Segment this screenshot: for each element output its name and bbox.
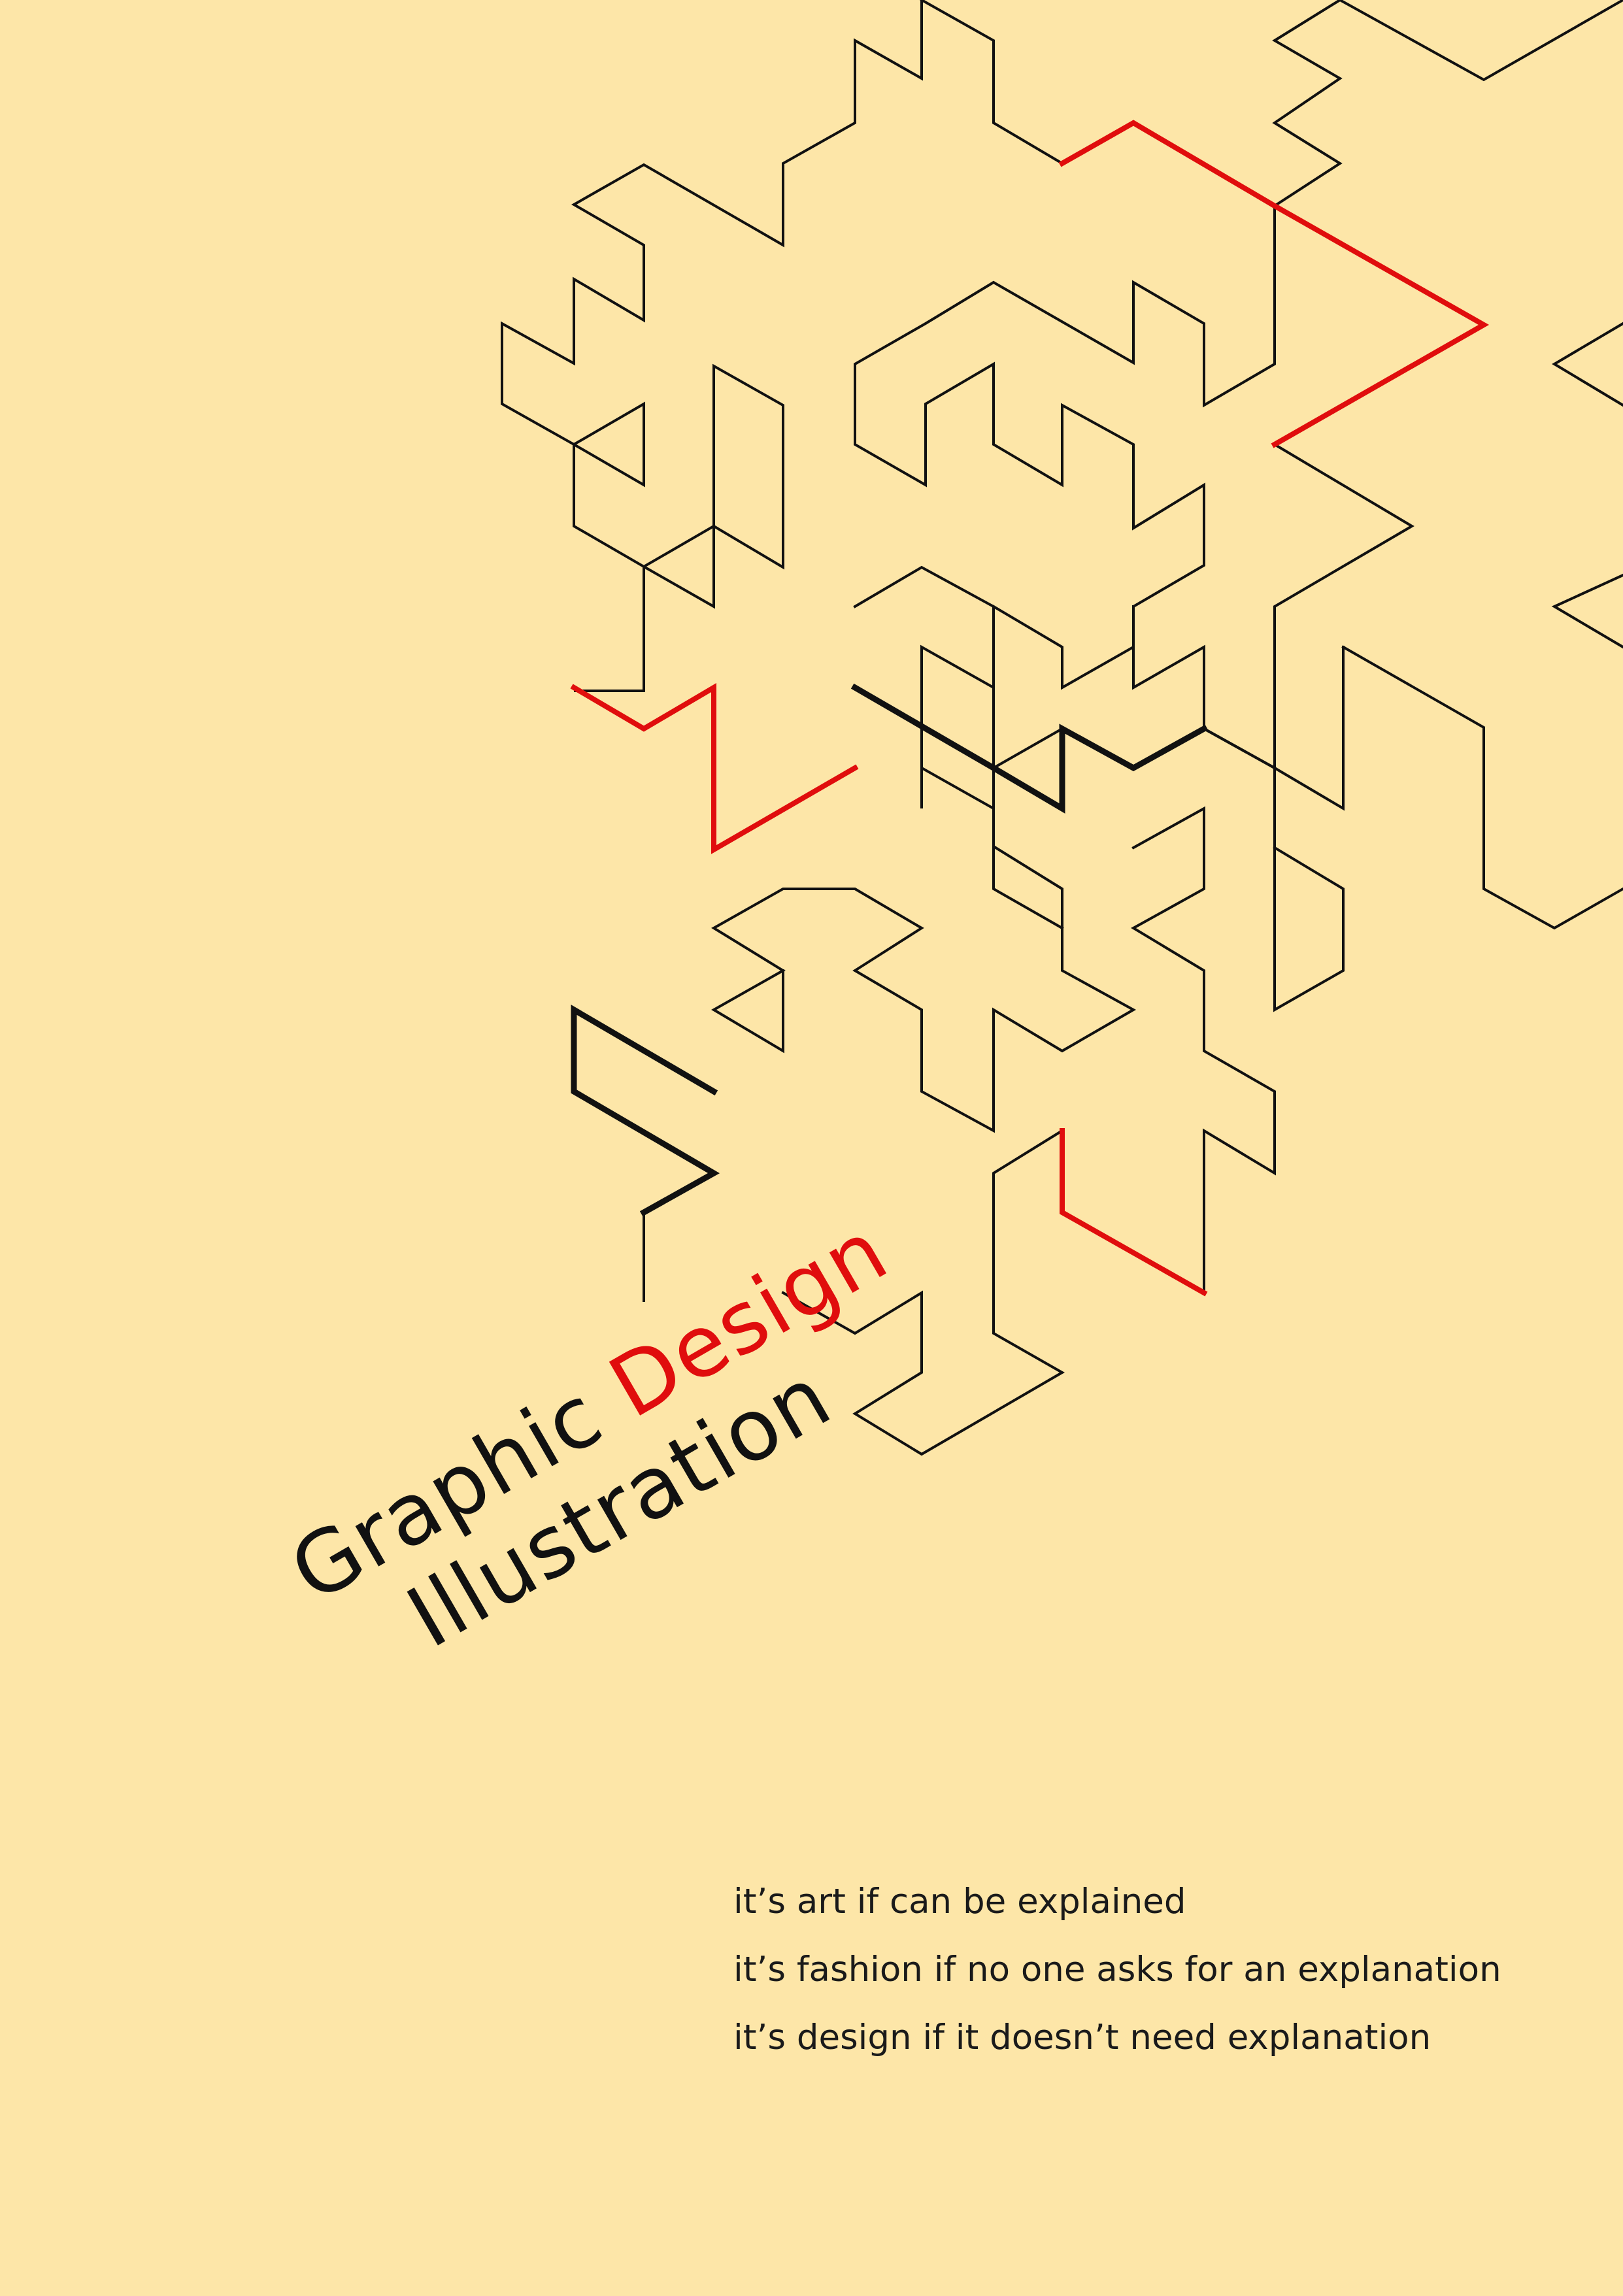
quote-line-art: it’s art if can be explained <box>733 1882 1186 1922</box>
maze-thin-segment <box>853 565 995 689</box>
maze-thin-segment <box>781 1129 1065 1456</box>
maze-red-segment <box>1060 1128 1208 1297</box>
maze-thin-segment <box>501 0 923 692</box>
maze-thin-segment <box>1273 846 1345 1012</box>
maze-thin-segment <box>1552 322 1623 407</box>
maze-thin-segment <box>920 0 1064 165</box>
maze-thin-segment <box>1551 573 1623 649</box>
maze-thin-segment <box>1131 806 1276 1294</box>
maze-red-segment <box>570 683 859 854</box>
maze-thin-segment <box>711 767 1137 1133</box>
maze-thin-segment <box>1202 727 1277 770</box>
quote-line-fashion: it’s fashion if no one asks for an expla… <box>733 1950 1501 1989</box>
quote-line-design: it’s design if it doesn’t need explanati… <box>733 2018 1431 2057</box>
maze-thin-segment <box>1338 0 1623 82</box>
maze-thin-segment <box>1341 645 1623 930</box>
maze-red-paths <box>570 120 1490 1297</box>
quote-block: it’s art if can be explained it’s fashio… <box>733 1868 1501 2072</box>
maze-thin-segment <box>1273 646 1345 811</box>
maze-bold-segment <box>571 1005 720 1217</box>
maze-thin-segment <box>992 605 1135 690</box>
maze-bold-paths <box>571 683 1209 1217</box>
maze-bold-segment <box>850 683 1209 814</box>
maze-thin-paths <box>501 0 1623 1456</box>
maze-thin-segment <box>854 0 1343 930</box>
maze-thin-segment <box>1273 442 1414 972</box>
maze-red-segment <box>1058 120 1490 448</box>
